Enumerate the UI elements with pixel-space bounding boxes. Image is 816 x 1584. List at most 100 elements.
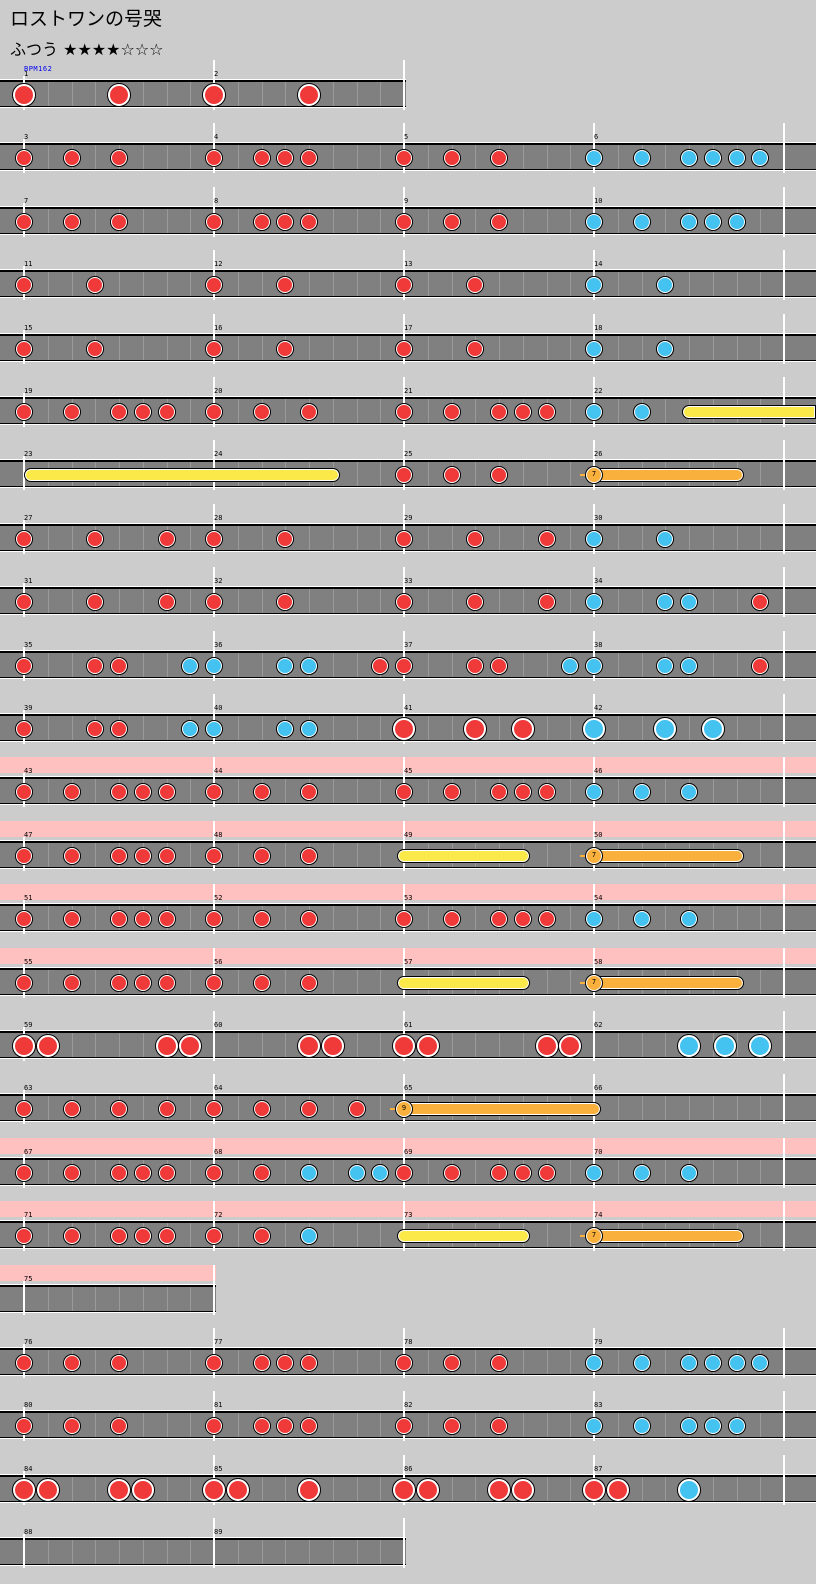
ka-note — [705, 1355, 721, 1371]
measure-number: 63 — [24, 1084, 33, 1092]
beat-line — [190, 1350, 191, 1374]
big-don-note — [512, 1479, 534, 1501]
ka-note — [206, 658, 222, 674]
don-note — [491, 467, 507, 483]
barline — [403, 757, 405, 807]
beat-line — [167, 209, 168, 233]
beat-line — [523, 526, 524, 550]
beat-line — [499, 272, 500, 296]
beat-line — [428, 145, 429, 169]
beat-line — [570, 906, 571, 930]
barline — [593, 757, 595, 807]
don-note — [206, 214, 222, 230]
don-note — [372, 658, 388, 674]
beat-line — [547, 1350, 548, 1374]
beat-line — [95, 1160, 96, 1184]
beat-line — [72, 716, 73, 740]
beat-line — [475, 399, 476, 423]
barline — [403, 377, 405, 427]
beat-line — [262, 1540, 263, 1564]
chart-row: 88 89 — [0, 1518, 816, 1582]
don-note — [16, 214, 32, 230]
chart-row: 27 28 29 30 — [0, 504, 816, 568]
beat-line — [380, 1096, 381, 1120]
don-note — [396, 150, 412, 166]
beat-line — [357, 82, 358, 106]
don-note — [254, 404, 270, 420]
beat-line — [238, 589, 239, 613]
beat-line — [380, 1540, 381, 1564]
measure-number: 67 — [24, 1148, 33, 1156]
barline — [593, 314, 595, 364]
ka-note — [657, 594, 673, 610]
big-don-note — [37, 1035, 59, 1057]
measure-number: 44 — [214, 767, 223, 775]
measure-number: 46 — [594, 767, 603, 775]
beat-line — [452, 589, 453, 613]
don-note — [491, 784, 507, 800]
beat-line — [285, 1033, 286, 1057]
measure-number: 1 — [24, 70, 29, 78]
beat-line — [238, 82, 239, 106]
don-note — [396, 531, 412, 547]
don-note — [254, 1355, 270, 1371]
don-note — [301, 1418, 317, 1434]
beat-line — [95, 1540, 96, 1564]
measure-number: 86 — [404, 1465, 413, 1473]
ka-note — [681, 1355, 697, 1371]
barline — [593, 1391, 595, 1441]
beat-line — [380, 145, 381, 169]
barline — [213, 884, 215, 934]
lane-edge — [0, 776, 816, 777]
beat-line — [380, 970, 381, 994]
lane-edge — [0, 333, 816, 334]
beat-line — [689, 526, 690, 550]
balloon-head: 9 — [396, 1101, 412, 1117]
beat-line — [143, 1033, 144, 1057]
beat-line — [428, 462, 429, 486]
don-note — [254, 848, 270, 864]
measure-number: 23 — [24, 450, 33, 458]
don-note — [396, 784, 412, 800]
ka-note — [586, 341, 602, 357]
beat-line — [143, 272, 144, 296]
don-note — [539, 911, 555, 927]
lane-edge — [0, 1537, 406, 1538]
barline — [403, 250, 405, 300]
measure-number: 60 — [214, 1021, 223, 1029]
beat-line — [547, 272, 548, 296]
measure-number: 37 — [404, 641, 413, 649]
chart-row: 35 36 37 38 — [0, 631, 816, 695]
beat-line — [190, 1287, 191, 1311]
don-note — [16, 911, 32, 927]
don-note — [206, 975, 222, 991]
beat-line — [523, 272, 524, 296]
measure-number: 42 — [594, 704, 603, 712]
beat-line — [618, 209, 619, 233]
ka-note — [657, 531, 673, 547]
ka-note — [681, 214, 697, 230]
beat-line — [167, 272, 168, 296]
beat-line — [737, 716, 738, 740]
beat-line — [428, 779, 429, 803]
measure-number: 49 — [404, 831, 413, 839]
lane-edge — [0, 586, 816, 587]
measure-number: 35 — [24, 641, 33, 649]
beat-line — [238, 272, 239, 296]
beat-line — [618, 399, 619, 423]
don-note — [135, 911, 151, 927]
beat-line — [547, 462, 548, 486]
beat-line — [95, 399, 96, 423]
lane-edge — [0, 79, 406, 80]
beat-line — [452, 272, 453, 296]
don-note — [396, 341, 412, 357]
measure-number: 28 — [214, 514, 223, 522]
beat-line — [737, 906, 738, 930]
barline — [783, 567, 785, 617]
don-note — [301, 404, 317, 420]
beat-line — [262, 653, 263, 677]
big-don-note — [298, 1479, 320, 1501]
don-note — [16, 1418, 32, 1434]
beat-line — [285, 1540, 286, 1564]
